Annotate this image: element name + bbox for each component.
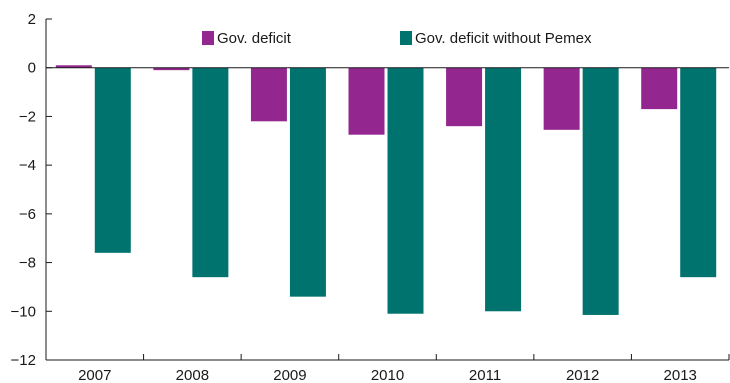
x-tick-label: 2010 — [371, 367, 404, 383]
bar-gov-deficit-2007 — [55, 65, 92, 68]
y-tick-label: −2 — [19, 108, 36, 125]
x-tick-label: 2008 — [176, 367, 209, 383]
y-tick-label: 0 — [28, 60, 36, 77]
legend-swatch — [400, 31, 412, 45]
y-tick-label: −4 — [19, 157, 36, 174]
bar-gov-deficit-2008 — [153, 67, 190, 71]
x-tick-label: 2012 — [566, 367, 599, 383]
legend: Gov. deficit Gov. deficit without Pemex — [202, 30, 592, 47]
legend-label: Gov. deficit — [217, 30, 292, 47]
bar-gov-deficit-2013 — [641, 67, 678, 110]
bar-gov-deficit-without-pemex-2013 — [680, 67, 717, 278]
y-tick-label: −10 — [11, 303, 36, 320]
legend-label: Gov. deficit without Pemex — [415, 30, 592, 47]
y-tick-label: −12 — [11, 352, 36, 369]
bar-gov-deficit-2011 — [446, 67, 483, 127]
bar-gov-deficit-without-pemex-2010 — [387, 67, 424, 314]
y-tick-label: 2 — [28, 11, 36, 28]
bar-gov-deficit-2012 — [543, 67, 580, 130]
bar-gov-deficit-2010 — [348, 67, 385, 135]
bar-gov-deficit-without-pemex-2011 — [485, 67, 522, 312]
bar-gov-deficit-2009 — [250, 67, 287, 122]
bar-gov-deficit-without-pemex-2008 — [192, 67, 229, 278]
x-tick-label: 2013 — [664, 367, 697, 383]
bar-gov-deficit-without-pemex-2009 — [289, 67, 326, 297]
bar-gov-deficit-without-pemex-2007 — [94, 67, 131, 253]
bars-group — [55, 65, 717, 315]
bar-gov-deficit-without-pemex-2012 — [582, 67, 619, 315]
legend-swatch — [202, 31, 214, 45]
x-tick-label: 2011 — [469, 367, 501, 383]
y-tick-label: −8 — [19, 255, 36, 272]
axes-group: 2 0 −2 −4 −6 −8 −10 −12 2007 2008 2009 2010 2011 2012… — [11, 11, 730, 383]
y-tick-label: −6 — [19, 206, 36, 223]
x-tick-label: 2007 — [78, 367, 111, 383]
x-tick-label: 2009 — [273, 367, 306, 383]
